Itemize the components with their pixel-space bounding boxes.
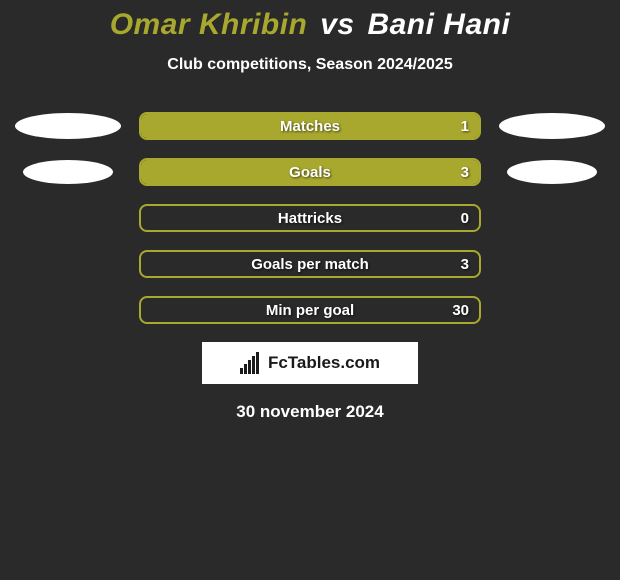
left-ellipse (23, 160, 113, 184)
left-ellipse (15, 113, 121, 139)
stat-bar: Matches1 (139, 112, 481, 140)
left-ellipse (15, 205, 121, 231)
bar-value: 3 (461, 252, 469, 276)
bar-label: Min per goal (141, 298, 479, 322)
player1-name: Omar Khribin (110, 8, 308, 41)
bar-value: 30 (452, 298, 469, 322)
bar-label: Goals per match (141, 252, 479, 276)
infographic-container: Omar Khribin vs Bani Hani Club competiti… (0, 0, 620, 422)
stat-row: Goals3 (0, 158, 620, 186)
stat-rows: Matches1Goals3Hattricks0Goals per match3… (0, 112, 620, 324)
right-ellipse (507, 160, 597, 184)
bar-value: 1 (461, 114, 469, 138)
brand-text: FcTables.com (268, 353, 380, 373)
player2-name: Bani Hani (367, 8, 510, 41)
brand-box: FcTables.com (202, 342, 418, 384)
stat-row: Min per goal30 (0, 296, 620, 324)
date-text: 30 november 2024 (0, 402, 620, 422)
left-ellipse (15, 251, 121, 277)
chart-icon (240, 352, 262, 374)
right-ellipse (499, 205, 605, 231)
stat-bar: Min per goal30 (139, 296, 481, 324)
stat-bar: Goals3 (139, 158, 481, 186)
bar-label: Goals (141, 160, 479, 184)
stat-row: Hattricks0 (0, 204, 620, 232)
title: Omar Khribin vs Bani Hani (0, 8, 620, 42)
stat-bar: Hattricks0 (139, 204, 481, 232)
right-ellipse (499, 297, 605, 323)
stat-row: Goals per match3 (0, 250, 620, 278)
subtitle: Club competitions, Season 2024/2025 (0, 56, 620, 74)
stat-bar: Goals per match3 (139, 250, 481, 278)
left-ellipse (15, 297, 121, 323)
vs-text: vs (320, 8, 354, 41)
bar-label: Matches (141, 114, 479, 138)
right-ellipse (499, 251, 605, 277)
bar-value: 0 (461, 206, 469, 230)
stat-row: Matches1 (0, 112, 620, 140)
bar-label: Hattricks (141, 206, 479, 230)
right-ellipse (499, 113, 605, 139)
bar-value: 3 (461, 160, 469, 184)
